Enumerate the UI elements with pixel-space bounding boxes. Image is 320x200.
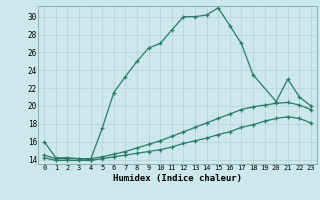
X-axis label: Humidex (Indice chaleur): Humidex (Indice chaleur) xyxy=(113,174,242,183)
